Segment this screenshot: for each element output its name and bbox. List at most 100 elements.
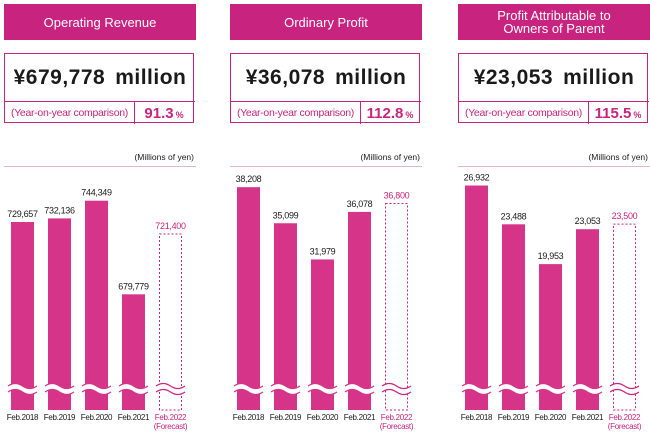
yoy-label: (Year-on-year comparison) — [459, 102, 589, 124]
data-bar — [237, 187, 260, 410]
amount-unit: million — [115, 66, 187, 89]
yoy-number: 91.3 — [144, 104, 174, 122]
x-tick-label: Feb.2022 — [381, 413, 413, 422]
axis-break-line — [609, 382, 640, 390]
axis-break-line — [307, 382, 338, 390]
axis-break-line — [461, 382, 492, 390]
data-label: 36,800 — [384, 191, 410, 201]
axis-break-gap — [119, 383, 148, 395]
yoy-number: 115.5 — [594, 104, 632, 122]
axis-break-line — [270, 388, 301, 396]
x-tick-label: Feb.2020 — [307, 413, 339, 422]
chart-top-rule — [230, 166, 422, 167]
axis-break-line — [461, 388, 492, 396]
x-tick-label: Feb.2021 — [118, 413, 150, 422]
x-tick-label: Feb.2020 — [535, 413, 567, 422]
x-tick-sublabel: (Forecast) — [380, 422, 414, 431]
chart-top-rule — [458, 166, 650, 167]
data-bar — [348, 211, 371, 410]
unit-note: (Millions of yen) — [588, 152, 648, 162]
yoy-number: 112.8 — [366, 104, 404, 122]
x-tick-label: Feb.2018 — [461, 413, 493, 422]
operating-revenue-chart: 729,657 Feb.2018 732,136 Feb.2019 744,349 Feb… — [7, 188, 188, 431]
amount-number: ¥23,053 — [473, 66, 554, 89]
data-bar — [11, 221, 34, 410]
amount-value: ¥23,053 million — [459, 54, 649, 102]
axis-break-gap — [8, 383, 37, 395]
axis-break-gap — [610, 383, 639, 395]
amount-unit: million — [335, 66, 407, 89]
yoy-percent: % — [175, 110, 184, 120]
x-tick-label: Feb.2022 — [609, 413, 641, 422]
axis-break-gap — [156, 383, 185, 395]
data-label: 19,953 — [538, 251, 564, 261]
axis-break-line — [572, 388, 603, 396]
axis-break-gap — [345, 383, 374, 395]
axis-break-line — [7, 388, 38, 396]
axis-break-line — [81, 388, 112, 396]
unit-note: (Millions of yen) — [134, 152, 194, 162]
x-tick-sublabel: (Forecast) — [608, 422, 642, 431]
yoy-row: (Year-on-year comparison) 112.8% — [231, 101, 421, 124]
axis-break-line — [535, 382, 566, 390]
amount-number: ¥679,778 — [13, 66, 106, 89]
axis-break-line — [381, 388, 412, 396]
axis-break-gap — [382, 383, 411, 395]
axis-break-gap — [499, 383, 528, 395]
axis-break-line — [498, 382, 529, 390]
data-bar — [539, 264, 562, 410]
data-label: 23,500 — [612, 211, 638, 221]
x-tick-sublabel: (Forecast) — [154, 422, 188, 431]
axis-break-line — [44, 388, 75, 396]
yoy-label: (Year-on-year comparison) — [5, 102, 135, 124]
axis-break-line — [609, 388, 640, 396]
data-label: 721,400 — [155, 221, 186, 231]
yoy-value: 115.5% — [589, 102, 647, 124]
data-bar — [502, 224, 525, 410]
summary-box: ¥679,778 million (Year-on-year comparison… — [4, 53, 195, 124]
yoy-label: (Year-on-year comparison) — [231, 102, 361, 124]
axis-break-line — [307, 388, 338, 396]
axis-break-line — [270, 382, 301, 390]
axis-break-line — [233, 382, 264, 390]
axis-break-line — [498, 388, 529, 396]
x-tick-label: Feb.2021 — [344, 413, 376, 422]
axis-break-line — [7, 382, 38, 390]
panel-title: Ordinary Profit — [230, 4, 422, 40]
axis-break-gap — [82, 383, 111, 395]
data-label: 36,078 — [347, 199, 373, 209]
axis-break-gap — [308, 383, 337, 395]
axis-break-line — [344, 382, 375, 390]
chart-top-rule — [4, 166, 196, 167]
forecast-bar — [613, 223, 636, 411]
yoy-percent: % — [405, 110, 414, 120]
axis-break-line — [118, 382, 149, 390]
axis-break-line — [344, 388, 375, 396]
amount-value: ¥679,778 million — [5, 54, 195, 102]
yoy-row: (Year-on-year comparison) 91.3% — [5, 101, 195, 124]
profit-owners-chart: 26,932 Feb.2018 23,488 Feb.2019 19,953 Feb.20… — [461, 173, 642, 431]
axis-break-line — [81, 382, 112, 390]
operating-revenue-panel: Operating Revenue ¥679,778 million (Year-… — [4, 0, 196, 435]
amount-unit: million — [563, 66, 635, 89]
axis-break-line — [572, 382, 603, 390]
axis-break-gap — [462, 383, 491, 395]
x-tick-label: Feb.2022 — [155, 413, 187, 422]
summary-box: ¥36,078 million (Year-on-year comparison)… — [230, 53, 421, 124]
axis-break-gap — [45, 383, 74, 395]
data-label: 38,208 — [236, 174, 262, 184]
data-bar — [122, 294, 145, 410]
yoy-value: 112.8% — [361, 102, 419, 124]
data-label: 23,488 — [501, 211, 527, 221]
axis-break-gap — [536, 383, 565, 395]
axis-break-line — [233, 388, 264, 396]
amount-number: ¥36,078 — [245, 66, 326, 89]
profit-owners-panel: Profit Attributable to Owners of Parent … — [458, 0, 650, 435]
unit-note: (Millions of yen) — [360, 152, 420, 162]
axis-break-line — [118, 388, 149, 396]
axis-break-line — [155, 388, 186, 396]
data-label: 732,136 — [44, 205, 75, 215]
data-label: 35,099 — [273, 210, 299, 220]
forecast-bar — [385, 203, 408, 411]
panel-title: Profit Attributable to Owners of Parent — [458, 4, 650, 40]
